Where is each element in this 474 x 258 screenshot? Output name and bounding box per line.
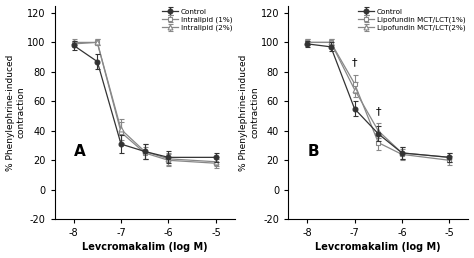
X-axis label: Levcromakalim (log M): Levcromakalim (log M)	[82, 243, 208, 252]
Text: A: A	[74, 144, 86, 159]
Legend: Control, Lipofundin MCT/LCT(1%), Lipofundin MCT/LCT(2%): Control, Lipofundin MCT/LCT(1%), Lipofun…	[357, 8, 466, 32]
Text: †: †	[352, 58, 357, 67]
Legend: Control, Intralipid (1%), Intralipid (2%): Control, Intralipid (1%), Intralipid (2%…	[161, 8, 233, 32]
Y-axis label: % Phenylephrine-induced
contraction: % Phenylephrine-induced contraction	[239, 54, 259, 171]
Text: B: B	[308, 144, 319, 159]
Y-axis label: % Phenylephrine-induced
contraction: % Phenylephrine-induced contraction	[6, 54, 26, 171]
X-axis label: Levcromakalim (log M): Levcromakalim (log M)	[316, 243, 441, 252]
Text: †: †	[375, 106, 381, 116]
